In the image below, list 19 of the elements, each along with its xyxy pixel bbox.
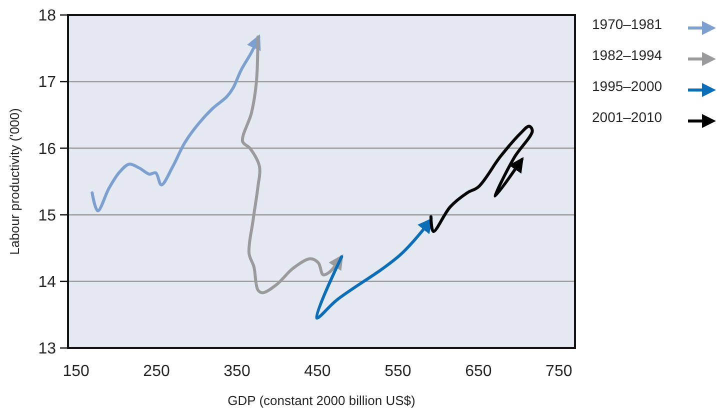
- legend-label: 1982–1994: [592, 46, 662, 63]
- x-tick-label: 650: [465, 363, 492, 380]
- y-tick-label: 15: [38, 207, 56, 224]
- x-tick-label: 550: [384, 363, 412, 380]
- y-tick-label: 13: [38, 340, 56, 358]
- x-tick-label: 750: [546, 363, 572, 380]
- legend-label: 1970–1981: [592, 16, 662, 32]
- x-tick-label: 350: [224, 363, 250, 380]
- legend-label: 1995–2000: [592, 78, 662, 94]
- x-tick-label: 450: [304, 363, 331, 380]
- y-tick-label: 14: [38, 274, 56, 291]
- y-tick-label: 17: [38, 74, 56, 92]
- x-tick-label: 250: [143, 363, 170, 380]
- y-tick-label: 18: [38, 8, 56, 25]
- x-axis-title: GDP (constant 2000 billion US$): [228, 393, 416, 408]
- y-axis-title: Labour productivity (’000): [7, 108, 22, 255]
- x-tick-label: 150: [62, 363, 90, 380]
- legend-label: 2001–2010: [592, 108, 662, 125]
- y-tick-label: 16: [38, 140, 56, 158]
